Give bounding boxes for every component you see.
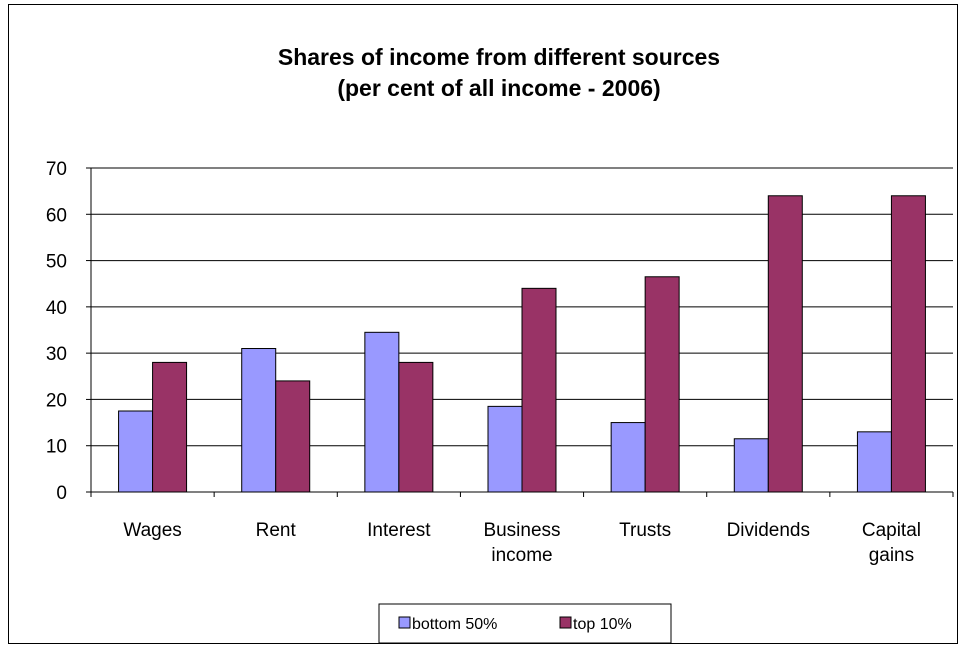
y-tick-label: 20 [46, 390, 67, 411]
bar-top-10 [644, 276, 680, 493]
category-label: Interest [367, 520, 431, 541]
category-label: Business [483, 520, 560, 541]
legend-label: top 10% [573, 616, 632, 633]
bar-bottom-50 [487, 405, 523, 493]
bar-top-10 [521, 287, 557, 493]
category-label: income [491, 545, 552, 566]
bar-top-10 [275, 380, 311, 493]
chart-title-line: (per cent of all income - 2006) [337, 75, 660, 101]
axes [86, 167, 954, 497]
category-label: Capital [862, 520, 921, 541]
chart-title: Shares of income from different sources (… [278, 44, 720, 101]
category-label: Wages [123, 520, 181, 541]
legend-label: bottom 50% [412, 616, 497, 633]
chart-title-line: Shares of income from different sources [278, 44, 720, 70]
bar-bottom-50 [610, 422, 646, 493]
legend: bottom 50% top 10% [378, 603, 672, 643]
bar-top-10 [767, 195, 803, 493]
category-label: Trusts [619, 520, 671, 541]
legend-swatch [559, 616, 572, 629]
category-label: gains [869, 545, 914, 566]
chart-frame: Shares of income from different sources (… [8, 4, 958, 644]
bar-bottom-50 [118, 410, 154, 493]
y-tick-label: 0 [56, 483, 67, 504]
bar-bottom-50 [241, 348, 277, 493]
bar-bottom-50 [856, 431, 892, 493]
bar-top-10 [398, 361, 434, 493]
y-tick-label: 30 [46, 344, 67, 365]
category-label: Dividends [727, 520, 810, 541]
y-tick-label: 70 [46, 159, 67, 180]
legend-box [378, 603, 672, 643]
x-axis-categories: Wages Rent Interest Business income Trusts Div… [123, 520, 921, 566]
income-shares-chart: Shares of income from different sources (… [46, 44, 954, 643]
bars [118, 195, 926, 493]
y-tick-label: 60 [46, 205, 67, 226]
category-label: Rent [256, 520, 297, 541]
y-tick-label: 10 [46, 437, 67, 458]
y-tick-label: 50 [46, 252, 67, 273]
bar-top-10 [890, 195, 926, 493]
bar-bottom-50 [733, 438, 769, 493]
bar-top-10 [152, 361, 188, 493]
y-tick-label: 40 [46, 298, 67, 319]
y-axis-ticks: 0 10 20 30 40 50 60 70 [46, 159, 67, 504]
legend-swatch [398, 616, 411, 629]
bar-bottom-50 [364, 331, 400, 493]
